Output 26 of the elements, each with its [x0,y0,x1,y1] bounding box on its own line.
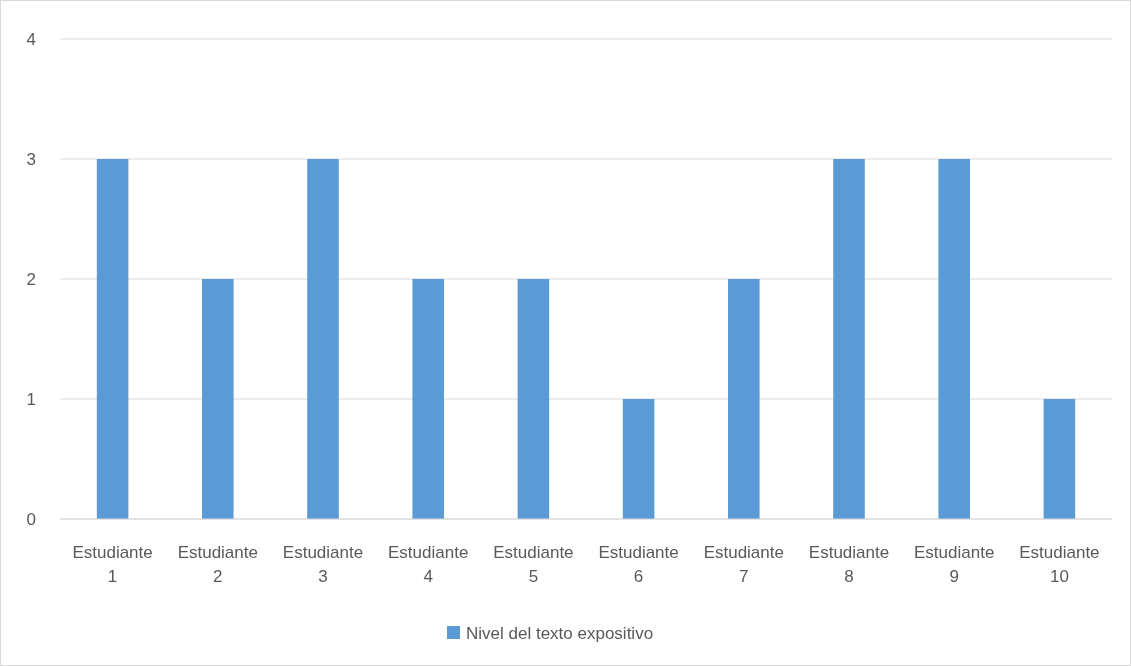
x-tick-label: Estudiante 1 [72,543,153,586]
bar [96,159,129,519]
bar [938,159,970,519]
bar [412,279,444,519]
x-tick-label: Estudiante 2 [177,543,258,586]
x-tick-label: Estudiante 9 [914,543,995,586]
bar [1043,399,1076,519]
bar [202,279,234,519]
bar [728,279,760,519]
x-tick-label: Estudiante 3 [282,543,364,586]
y-tick-label: 0 [26,509,36,529]
bar [517,279,550,519]
bar [307,159,339,519]
legend-label: Nivel del texto expositivo [466,623,654,643]
y-tick-label: 3 [26,149,36,169]
bar [622,399,655,519]
y-tick-label: 4 [26,29,36,49]
x-tick-label: Estudiante 4 [388,543,469,586]
x-tick-label: Estudiante 10 [1019,543,1100,586]
x-tick-label: Estudiante 5 [493,543,574,586]
bar [833,159,865,519]
x-tick-label: Estudiante 6 [598,543,679,586]
y-tick-label: 2 [26,269,36,289]
x-tick-label: Estudiante 7 [703,543,784,586]
y-tick-label: 1 [26,389,36,409]
x-tick-label: Estudiante 8 [808,543,890,586]
